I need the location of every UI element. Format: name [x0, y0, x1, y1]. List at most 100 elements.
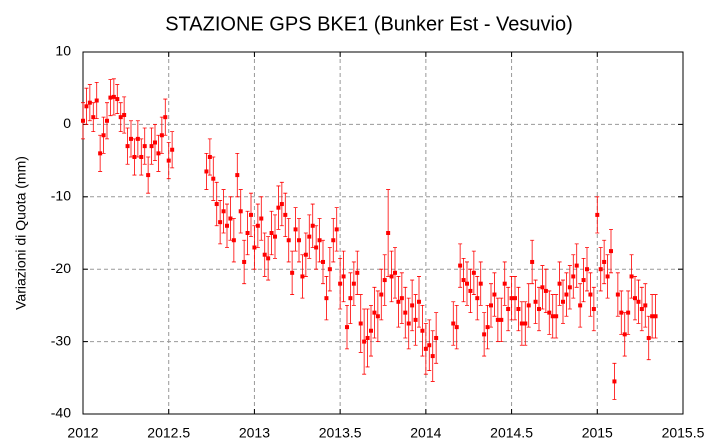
data-point: [557, 281, 562, 286]
data-point: [420, 328, 425, 333]
data-point: [396, 299, 401, 304]
data-point: [458, 263, 463, 268]
data-point: [478, 281, 483, 286]
data-point: [499, 317, 504, 322]
x-tick-label: 2015: [582, 425, 613, 441]
data-point: [94, 98, 99, 103]
data-point: [211, 176, 216, 181]
data-point: [348, 296, 353, 301]
data-point: [98, 151, 103, 156]
data-point: [255, 223, 260, 228]
data-point: [156, 151, 161, 156]
data-point: [612, 379, 617, 384]
data-point: [122, 112, 127, 117]
data-point: [509, 296, 514, 301]
data-point: [307, 234, 312, 239]
data-point: [341, 274, 346, 279]
data-point: [615, 292, 620, 297]
data-point: [468, 288, 473, 293]
data-point: [403, 310, 408, 315]
data-point: [561, 299, 565, 304]
data-point: [252, 245, 257, 250]
data-point: [626, 310, 631, 315]
data-point: [417, 299, 421, 304]
data-point: [526, 303, 531, 308]
data-point: [567, 285, 572, 290]
data-point: [84, 104, 89, 109]
data-point: [605, 274, 610, 279]
data-point: [574, 263, 579, 268]
data-point: [379, 292, 384, 297]
data-point: [214, 202, 219, 207]
data-point: [451, 321, 456, 326]
data-point: [506, 307, 511, 312]
data-point: [519, 321, 524, 326]
x-tick-label: 2015.5: [662, 425, 705, 441]
data-point: [111, 94, 116, 99]
data-point: [372, 310, 377, 315]
data-point: [242, 259, 247, 264]
data-point: [166, 158, 171, 163]
data-point: [581, 278, 586, 283]
data-point: [571, 274, 576, 279]
data-point: [125, 144, 130, 149]
data-point: [495, 317, 500, 322]
data-point: [639, 307, 644, 312]
x-tick-label: 2012.5: [147, 425, 190, 441]
data-point: [317, 238, 322, 243]
data-point: [410, 303, 415, 308]
data-point: [636, 299, 641, 304]
data-point: [310, 223, 315, 228]
y-tick-label: 10: [55, 43, 71, 59]
x-tick-label: 2013: [239, 425, 270, 441]
data-point: [502, 281, 507, 286]
data-point: [153, 140, 157, 145]
data-point: [619, 310, 624, 315]
data-point: [362, 339, 367, 344]
data-point: [389, 274, 394, 279]
data-point: [537, 307, 541, 312]
data-point: [324, 296, 329, 301]
data-point: [345, 325, 349, 330]
data-point: [146, 173, 151, 178]
y-tick-label: -10: [51, 188, 71, 204]
data-point: [530, 259, 535, 264]
data-point: [629, 274, 634, 279]
data-point: [87, 100, 92, 105]
data-point: [273, 234, 277, 239]
data-point: [108, 95, 113, 100]
data-point: [235, 173, 240, 178]
data-point: [430, 354, 435, 359]
data-point: [554, 314, 559, 319]
data-point: [101, 133, 106, 138]
data-point: [564, 292, 569, 297]
data-point: [399, 296, 404, 301]
data-point: [118, 115, 123, 120]
data-point: [591, 307, 596, 312]
y-tick-label: 0: [63, 115, 71, 131]
data-point: [485, 325, 490, 330]
data-point: [129, 136, 133, 141]
data-point: [218, 220, 223, 225]
data-point: [365, 335, 370, 340]
data-point: [595, 212, 600, 217]
data-point: [269, 231, 274, 235]
data-point: [406, 321, 411, 326]
data-point: [598, 267, 603, 272]
data-point: [159, 133, 164, 138]
data-point: [338, 281, 343, 286]
data-point: [650, 314, 655, 319]
data-point: [489, 303, 493, 308]
data-point: [228, 216, 233, 221]
data-point: [115, 97, 120, 102]
data-point: [523, 321, 528, 326]
data-point: [225, 223, 229, 228]
data-point: [331, 238, 336, 243]
data-point: [653, 314, 658, 319]
data-point: [81, 118, 85, 123]
data-point: [132, 154, 137, 159]
data-point: [207, 154, 212, 159]
data-point: [602, 259, 607, 264]
data-point: [297, 238, 301, 243]
